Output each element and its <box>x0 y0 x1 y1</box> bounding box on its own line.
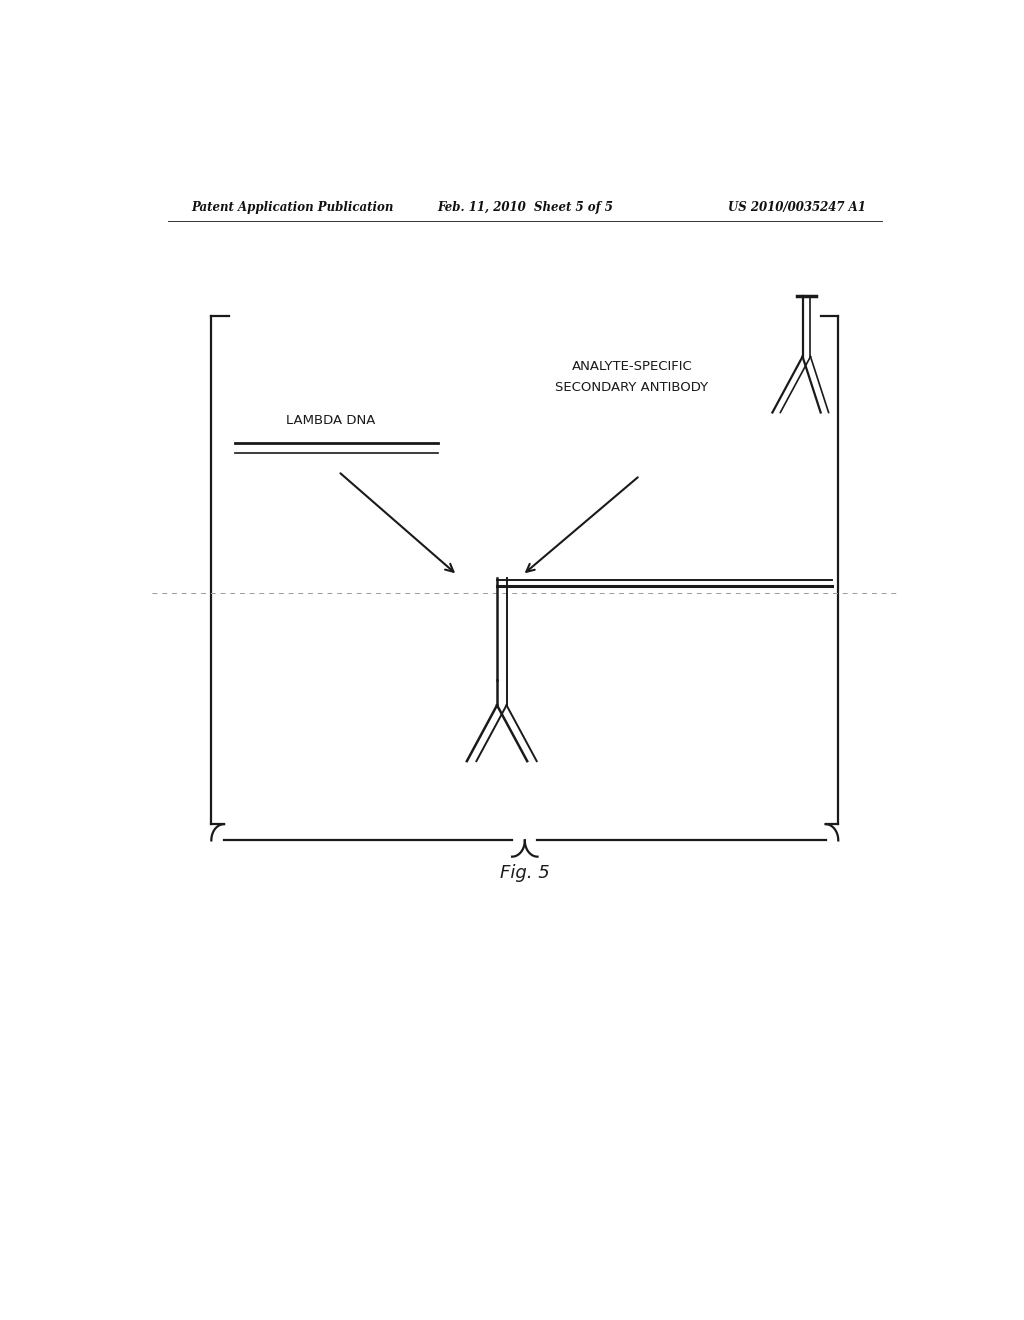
Text: Feb. 11, 2010  Sheet 5 of 5: Feb. 11, 2010 Sheet 5 of 5 <box>437 201 612 214</box>
Text: SECONDARY ANTIBODY: SECONDARY ANTIBODY <box>555 380 709 393</box>
Text: Patent Application Publication: Patent Application Publication <box>191 201 394 214</box>
Text: ANALYTE-SPECIFIC: ANALYTE-SPECIFIC <box>571 360 692 374</box>
Text: LAMBDA DNA: LAMBDA DNA <box>286 414 375 428</box>
Text: Fig. 5: Fig. 5 <box>500 863 550 882</box>
Text: US 2010/0035247 A1: US 2010/0035247 A1 <box>728 201 866 214</box>
